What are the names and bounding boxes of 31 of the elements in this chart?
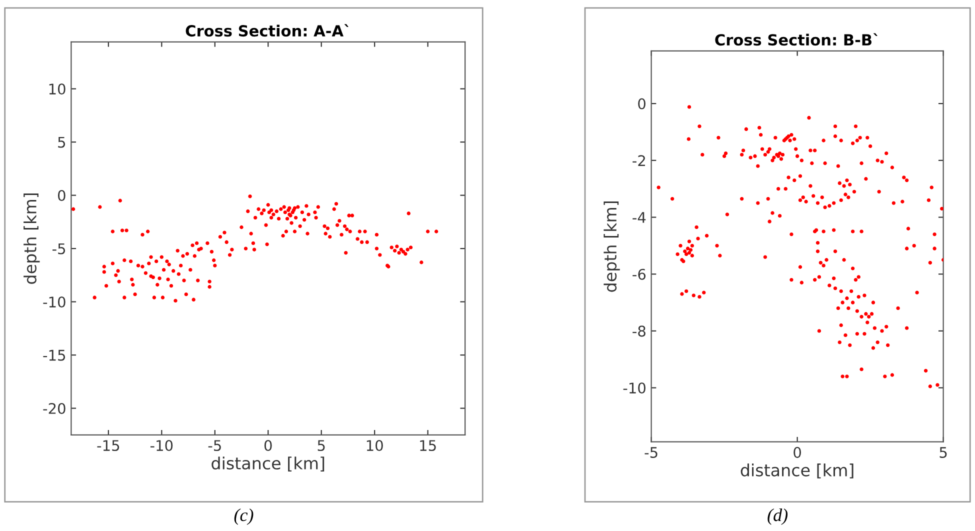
y-tick-label: -5 <box>52 243 66 254</box>
x-tick-label: 10 <box>366 440 383 452</box>
y-tick-label: -20 <box>43 402 66 414</box>
x-tick-label: -5 <box>644 447 658 458</box>
chart-title: Cross Section: B-B` <box>715 33 878 46</box>
y-tick-label: -15 <box>43 350 66 361</box>
x-tick-label: 0 <box>264 440 272 452</box>
y-axis-title: depth [km] <box>24 194 40 284</box>
x-tick-label: -5 <box>208 440 221 452</box>
x-tick-label: 5 <box>940 447 947 458</box>
x-axis-title: distance [km] <box>740 464 854 478</box>
y-axis-title: depth [km] <box>604 201 620 292</box>
text: (c) <box>234 508 254 525</box>
chart-title: Cross Section: A-A` <box>186 24 348 37</box>
x-tick-label: -10 <box>150 440 173 452</box>
text: (d) <box>768 508 788 525</box>
y-tick-label: -10 <box>623 382 646 394</box>
y-tick-label: -10 <box>43 296 66 308</box>
y-tick-label: -8 <box>632 326 646 337</box>
y-tick-label: -4 <box>632 212 646 223</box>
x-tick-label: -15 <box>97 440 120 452</box>
y-tick-label: -6 <box>632 268 646 280</box>
x-tick-label: 0 <box>794 446 801 458</box>
y-tick-label: -2 <box>632 155 645 166</box>
x-axis-title: distance [km] <box>212 456 324 472</box>
y-tick-label: 5 <box>58 136 66 148</box>
y-tick-label: 10 <box>49 84 66 95</box>
y-tick-label: 0 <box>638 98 646 110</box>
y-tick-label: 0 <box>58 190 66 202</box>
x-tick-label: 5 <box>318 440 325 452</box>
x-tick-label: 15 <box>420 440 436 452</box>
